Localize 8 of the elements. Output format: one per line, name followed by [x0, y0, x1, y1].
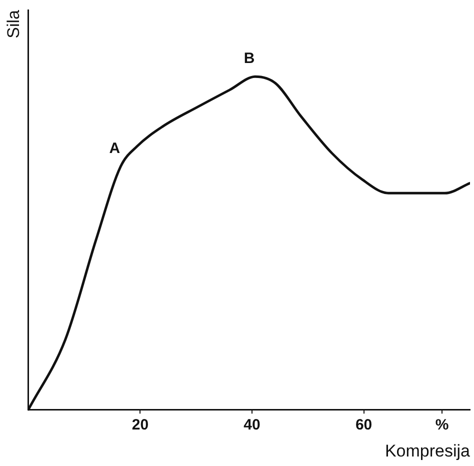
x-tick-label: 40 [244, 416, 260, 434]
x-tick-label: % [435, 416, 449, 434]
annotation: B [244, 50, 255, 68]
x-tick-label: 60 [355, 416, 372, 434]
x-tick-label: 20 [132, 416, 149, 434]
annotation: A [109, 140, 120, 158]
x-axis-title: Kompresija [384, 441, 471, 460]
y-axis-title: Sila [4, 9, 23, 38]
